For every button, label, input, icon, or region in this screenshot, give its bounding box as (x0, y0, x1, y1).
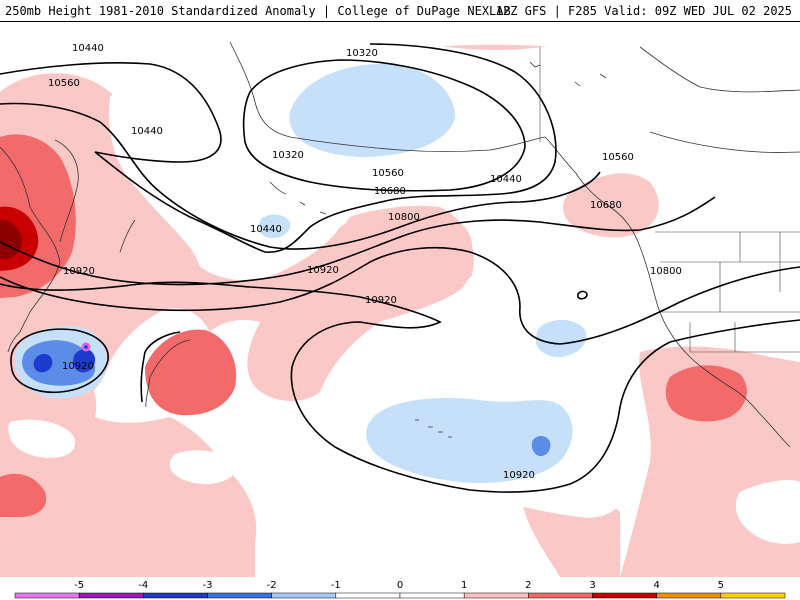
legend-swatch (271, 592, 337, 599)
contour-label: 10440 (72, 43, 104, 54)
legend-tick-label: -4 (138, 580, 148, 591)
height-contours (0, 43, 800, 493)
contour-label: 10800 (650, 266, 682, 277)
legend-swatch (14, 592, 80, 599)
contour-10920-main (0, 281, 800, 493)
coastlines (0, 41, 800, 448)
legend-tick-labels: -5 -4 -3 -2 -1 0 1 2 3 4 5 (74, 580, 724, 591)
legend-swatch (528, 592, 593, 599)
legend-tick-label: 1 (461, 580, 467, 591)
contour-label: 10440 (131, 126, 163, 137)
contour-10920-japan (10, 328, 109, 394)
contour-10680 (0, 196, 716, 286)
anomaly-map: 10440 10560 10440 10320 10320 10440 1056… (0, 22, 800, 577)
contour-10320-inner (242, 59, 526, 192)
legend-tick-label: 2 (525, 580, 531, 591)
contour-label: 10320 (346, 48, 378, 59)
legend-swatch (463, 592, 529, 599)
contour-labels: 10440 10560 10440 10320 10320 10440 1056… (48, 43, 682, 481)
legend-tick-label: -1 (331, 580, 341, 591)
contour-label: 10920 (307, 265, 339, 276)
contour-10440-loop (94, 43, 557, 253)
legend-tick-label: 4 (653, 580, 659, 591)
contour-label: 10800 (388, 212, 420, 223)
legend-tick-label: 5 (718, 580, 724, 591)
title-bar: 250mb Height 1981-2010 Standardized Anom… (0, 0, 800, 22)
contour-label: 10680 (374, 186, 406, 197)
map-title: 250mb Height 1981-2010 Standardized Anom… (5, 4, 511, 18)
legend-tick-label: -2 (267, 580, 277, 591)
legend-swatch (207, 592, 272, 599)
contour-10440-north (0, 62, 222, 163)
contour-label: 10320 (272, 150, 304, 161)
negative-anomaly-moderate (22, 340, 551, 457)
contour-small-loop (577, 290, 588, 300)
run-info: 12Z GFS | F285 Valid: 09Z WED JUL 02 202… (495, 4, 792, 18)
political-boundaries (539, 47, 800, 353)
contour-10800 (0, 246, 800, 345)
contour-label: 10440 (250, 224, 282, 235)
legend-swatch (592, 592, 657, 599)
legend-swatch (143, 592, 208, 599)
legend-tick-label: 3 (589, 580, 595, 591)
contour-10920-pocket (140, 331, 181, 403)
legend-swatch (656, 592, 722, 599)
contour-label: 10920 (63, 266, 95, 277)
contour-label: 10560 (372, 168, 404, 179)
legend-tick-label: 0 (397, 580, 403, 591)
legend-swatch (335, 592, 401, 599)
contour-label: 10680 (590, 200, 622, 211)
legend-swatch (399, 592, 465, 599)
legend-color-bar (14, 592, 786, 599)
legend-tick-label: -3 (203, 580, 213, 591)
contour-label: 10920 (365, 295, 397, 306)
contour-label: 10560 (602, 152, 634, 163)
legend-swatch (720, 592, 786, 599)
negative-anomaly-extreme (81, 342, 91, 352)
negative-anomaly-strong (33, 349, 96, 373)
contour-label: 10920 (62, 361, 94, 372)
contour-10560-west (0, 102, 601, 250)
contour-label: 10920 (503, 470, 535, 481)
contour-label: 10560 (48, 78, 80, 89)
legend-swatch (78, 592, 144, 599)
color-legend: -5 -4 -3 -2 -1 0 1 2 3 4 5 (14, 580, 786, 599)
contour-label: 10440 (490, 174, 522, 185)
legend-tick-label: -5 (74, 580, 84, 591)
